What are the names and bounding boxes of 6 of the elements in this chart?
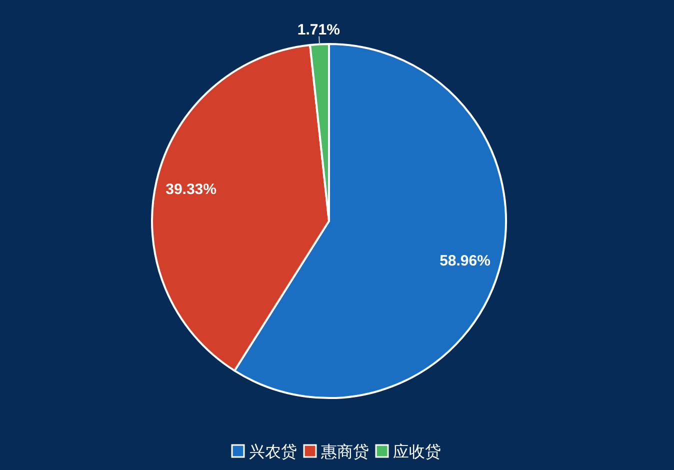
legend-label: 兴农贷 bbox=[249, 442, 297, 461]
legend-label: 惠商贷 bbox=[320, 442, 369, 461]
data-label: 39.33% bbox=[166, 181, 216, 198]
data-label: 1.71% bbox=[297, 21, 340, 38]
data-label: 58.96% bbox=[440, 252, 490, 270]
legend-label: 应收贷 bbox=[393, 442, 441, 461]
